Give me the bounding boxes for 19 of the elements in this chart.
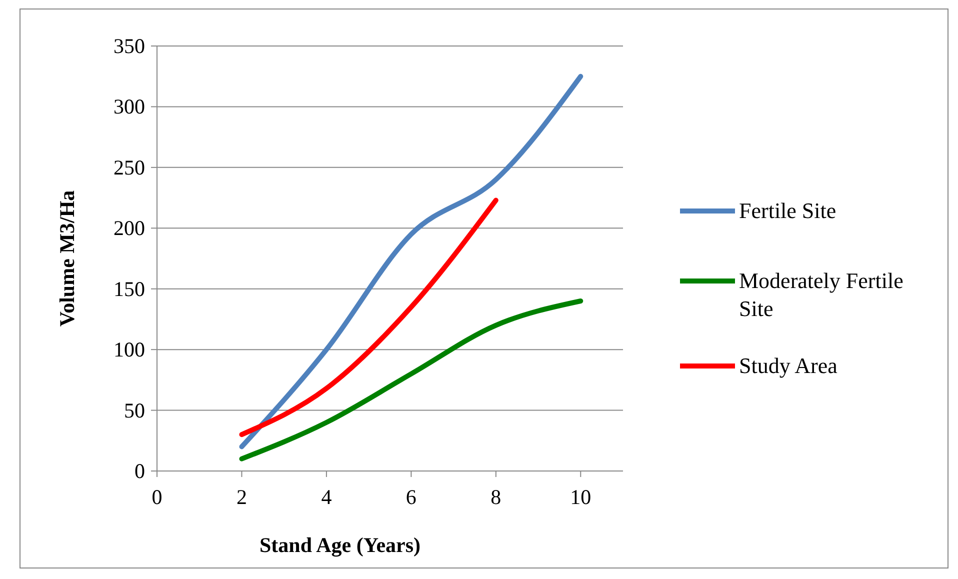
x-tick-label: 2 [236,485,247,509]
legend-label: Fertile Site [739,198,836,223]
legend-label: Study Area [739,353,838,378]
y-axis-title: Volume M3/Ha [55,190,79,327]
y-tick-label: 150 [114,276,145,301]
y-tick-label: 0 [134,459,145,483]
x-tick-label: 8 [490,485,502,509]
legend-label: Moderately Fertile Site [739,268,904,321]
y-tick-label: 50 [124,398,145,422]
y-tick-label: 350 [114,34,145,58]
x-tick-label: 0 [152,485,162,509]
y-tick-label: 300 [114,94,145,119]
x-tick-label: 4 [321,485,332,509]
x-tick-label: 10 [570,485,592,509]
y-tick-label: 200 [114,216,145,240]
x-tick-label: 6 [406,485,416,509]
x-axis-title: Stand Age (Years) [260,533,421,557]
y-tick-label: 250 [114,155,145,180]
y-tick-label: 100 [114,338,145,362]
